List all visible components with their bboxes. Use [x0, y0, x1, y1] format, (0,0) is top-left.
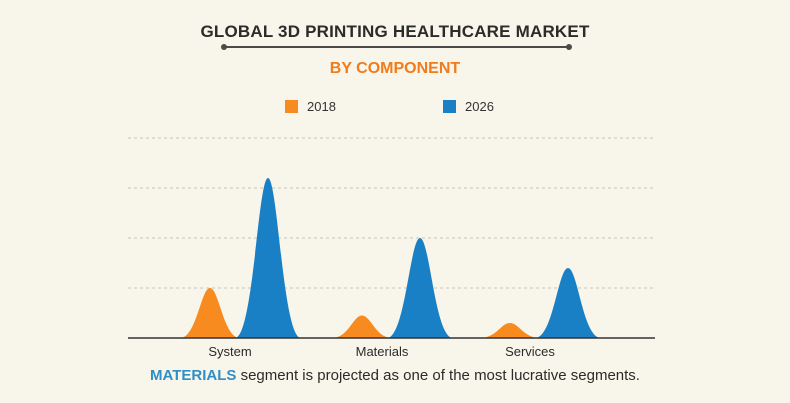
footer-highlight: MATERIALS: [150, 367, 237, 384]
peaks: [180, 178, 601, 338]
chart-title: GLOBAL 3D PRINTING HEALTHCARE MARKET: [200, 22, 590, 41]
legend-swatch-2026: [443, 100, 456, 113]
gridlines: [128, 137, 655, 289]
x-tick-labels: System Materials Services: [208, 344, 555, 359]
footer-text: segment is projected as one of the most …: [236, 367, 640, 384]
x-tick-label-materials: Materials: [356, 344, 409, 359]
legend-label-2018: 2018: [307, 99, 336, 114]
chart-subtitle: BY COMPONENT: [329, 60, 461, 77]
peak-services-2018: [480, 323, 540, 338]
legend-label-2026: 2026: [465, 99, 494, 114]
legend-item-2026: 2026: [443, 99, 494, 114]
x-tick-label-services: Services: [505, 344, 555, 359]
footer-note: MATERIALS segment is projected as one of…: [0, 367, 790, 384]
legend-item-2018: 2018: [285, 99, 336, 114]
legend: 2018 2026: [0, 99, 790, 117]
title-divider: [221, 44, 572, 50]
peak-system-2026: [235, 178, 301, 338]
peak-system-2018: [180, 288, 240, 338]
peak-materials-2026: [387, 238, 453, 338]
legend-swatch-2018: [285, 100, 298, 113]
x-tick-label-system: System: [208, 344, 251, 359]
peak-services-2026: [535, 268, 601, 338]
peak-materials-2018: [332, 315, 392, 338]
